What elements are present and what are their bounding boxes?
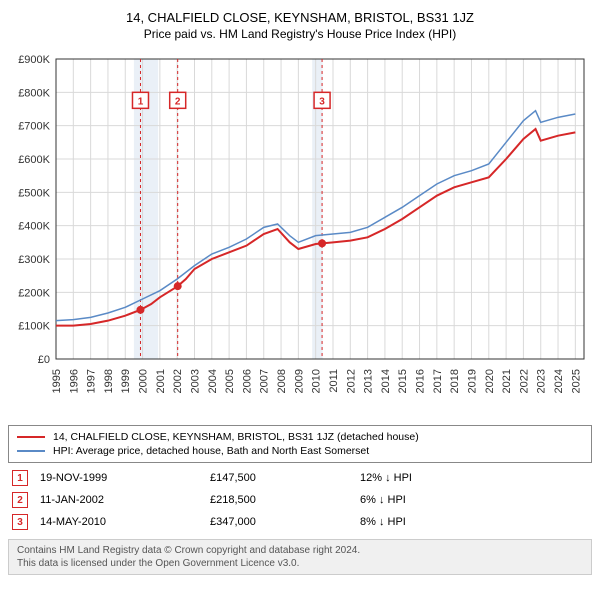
svg-text:£400K: £400K xyxy=(18,221,50,233)
legend-swatch xyxy=(17,436,45,438)
svg-text:2020: 2020 xyxy=(484,369,496,393)
price-chart: £0 £100K £200K £300K £400K £500K £600K £700K £80… xyxy=(8,49,592,419)
svg-text:2013: 2013 xyxy=(363,369,375,393)
sale-delta: 8% ↓ HPI xyxy=(360,516,480,528)
svg-text:2009: 2009 xyxy=(293,369,305,393)
svg-text:2022: 2022 xyxy=(518,369,530,393)
svg-text:1995: 1995 xyxy=(51,369,63,393)
svg-text:1997: 1997 xyxy=(86,369,98,393)
svg-text:1: 1 xyxy=(138,96,144,107)
sales-table: 1 19-NOV-1999£147,50012% ↓ HPI 2 11-JAN-200… xyxy=(8,467,592,533)
legend-row: HPI: Average price, detached house, Bath… xyxy=(17,444,583,458)
svg-text:£500K: £500K xyxy=(18,187,50,199)
sale-row: 1 19-NOV-1999£147,50012% ↓ HPI xyxy=(8,467,592,489)
svg-text:2024: 2024 xyxy=(553,369,565,393)
svg-text:2005: 2005 xyxy=(224,369,236,393)
sale-badge: 2 xyxy=(12,492,28,508)
svg-text:£700K: £700K xyxy=(18,121,50,133)
svg-text:2014: 2014 xyxy=(380,369,392,393)
svg-text:2008: 2008 xyxy=(276,369,288,393)
svg-text:2016: 2016 xyxy=(415,369,427,393)
svg-text:2023: 2023 xyxy=(536,369,548,393)
sale-date: 19-NOV-1999 xyxy=(40,472,210,484)
legend-row: 14, CHALFIELD CLOSE, KEYNSHAM, BRISTOL, … xyxy=(17,430,583,444)
svg-text:2003: 2003 xyxy=(189,369,201,393)
sale-badge: 3 xyxy=(12,514,28,530)
svg-text:£600K: £600K xyxy=(18,154,50,166)
sale-price: £218,500 xyxy=(210,494,360,506)
attribution-line: This data is licensed under the Open Gov… xyxy=(17,557,583,570)
svg-text:2006: 2006 xyxy=(241,369,253,393)
sale-delta: 12% ↓ HPI xyxy=(360,472,480,484)
sale-price: £347,000 xyxy=(210,516,360,528)
svg-text:2017: 2017 xyxy=(432,369,444,393)
svg-text:2011: 2011 xyxy=(328,369,340,393)
sale-date: 11-JAN-2002 xyxy=(40,494,210,506)
svg-text:2000: 2000 xyxy=(138,369,150,393)
sale-price: £147,500 xyxy=(210,472,360,484)
svg-text:£0: £0 xyxy=(38,354,50,366)
legend: 14, CHALFIELD CLOSE, KEYNSHAM, BRISTOL, … xyxy=(8,425,592,463)
page-title: 14, CHALFIELD CLOSE, KEYNSHAM, BRISTOL, … xyxy=(8,10,592,25)
page-subtitle: Price paid vs. HM Land Registry's House … xyxy=(8,27,592,41)
svg-text:2019: 2019 xyxy=(466,369,478,393)
svg-text:2018: 2018 xyxy=(449,369,461,393)
svg-text:2012: 2012 xyxy=(345,369,357,393)
sale-row: 2 11-JAN-2002£218,5006% ↓ HPI xyxy=(8,489,592,511)
svg-text:2021: 2021 xyxy=(501,369,513,393)
svg-text:2002: 2002 xyxy=(172,369,184,393)
svg-text:1996: 1996 xyxy=(68,369,80,393)
sale-date: 14-MAY-2010 xyxy=(40,516,210,528)
svg-text:£100K: £100K xyxy=(18,321,50,333)
sale-row: 3 14-MAY-2010£347,0008% ↓ HPI xyxy=(8,511,592,533)
sale-badge: 1 xyxy=(12,470,28,486)
svg-text:£300K: £300K xyxy=(18,254,50,266)
attribution: Contains HM Land Registry data © Crown c… xyxy=(8,539,592,575)
svg-text:2015: 2015 xyxy=(397,369,409,393)
legend-label: HPI: Average price, detached house, Bath… xyxy=(53,445,369,457)
svg-text:3: 3 xyxy=(319,96,325,107)
attribution-line: Contains HM Land Registry data © Crown c… xyxy=(17,544,583,557)
svg-text:2001: 2001 xyxy=(155,369,167,393)
svg-text:1999: 1999 xyxy=(120,369,132,393)
sale-delta: 6% ↓ HPI xyxy=(360,494,480,506)
svg-text:1998: 1998 xyxy=(103,369,115,393)
svg-text:2: 2 xyxy=(175,96,181,107)
svg-text:2010: 2010 xyxy=(311,369,323,393)
legend-swatch xyxy=(17,450,45,452)
svg-text:£200K: £200K xyxy=(18,287,50,299)
chart-svg: £0 £100K £200K £300K £400K £500K £600K £700K £80… xyxy=(8,49,592,419)
svg-text:2007: 2007 xyxy=(259,369,271,393)
svg-text:£900K: £900K xyxy=(18,54,50,66)
svg-text:£800K: £800K xyxy=(18,87,50,99)
svg-text:2004: 2004 xyxy=(207,369,219,393)
svg-text:2025: 2025 xyxy=(570,369,582,393)
legend-label: 14, CHALFIELD CLOSE, KEYNSHAM, BRISTOL, … xyxy=(53,431,419,443)
